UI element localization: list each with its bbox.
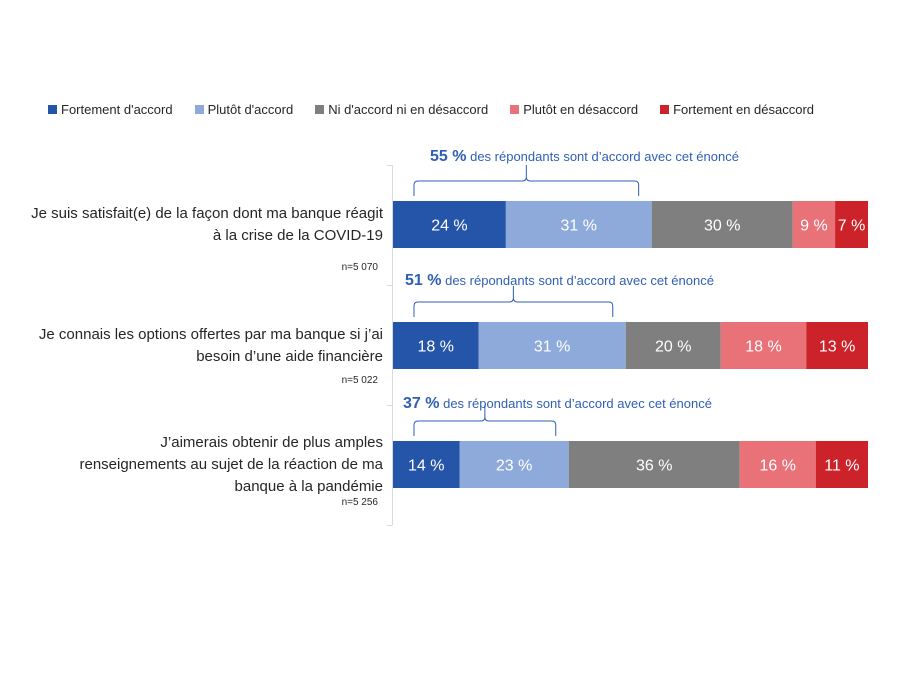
row-label: Je suis satisfait(e) de la façon dont ma… [31, 205, 383, 244]
data-label: 36 % [636, 458, 672, 475]
agree-annotation: 55 % des répondants sont d’accord avec c… [430, 148, 739, 166]
data-label: 16 % [760, 458, 796, 475]
legend-item: Plutôt d'accord [194, 102, 294, 117]
agree-text: des répondants sont d’accord avec cet én… [470, 149, 739, 164]
legend-item: Fortement d'accord [48, 102, 173, 117]
legend-swatch [660, 105, 670, 114]
legend-swatch [194, 105, 204, 114]
legend-label: Plutôt en désaccord [523, 102, 639, 117]
agree-annotation: 51 % des répondants sont d’accord avec c… [405, 272, 714, 290]
agree-percent: 55 % [430, 148, 467, 165]
sample-size: n=5 256 [341, 497, 378, 508]
legend-item: Fortement en désaccord [660, 102, 814, 117]
legend-swatch [510, 105, 520, 114]
row-label: Je connais les options offertes par ma b… [38, 326, 383, 365]
data-label: 31 % [534, 339, 570, 356]
bar-segment [651, 201, 793, 248]
bar-segment [720, 322, 807, 369]
bar-segment [478, 322, 626, 369]
data-label: 7 % [838, 218, 866, 235]
agree-brace [413, 165, 640, 196]
legend-swatch [48, 105, 57, 114]
agree-percent: 51 % [405, 272, 442, 289]
data-label: 18 % [745, 339, 781, 356]
legend-label: Fortement en désaccord [673, 102, 815, 117]
data-label: 23 % [496, 458, 532, 475]
legend-label: Fortement d'accord [61, 102, 173, 117]
data-label: 31 % [561, 218, 597, 235]
bar-segment [568, 441, 740, 488]
agree-annotation: 37 % des répondants sont d’accord avec c… [403, 395, 712, 413]
bar-segment [459, 441, 569, 488]
sample-size: n=5 022 [341, 375, 378, 386]
bar-segment [792, 201, 836, 248]
agree-text: des répondants sont d’accord avec cet én… [443, 396, 712, 411]
bar-segment [393, 201, 506, 248]
bar-segment [739, 441, 816, 488]
legend: Fortement d'accord Plutôt d'accord Ni d'… [48, 102, 836, 117]
data-label: 13 % [819, 339, 855, 356]
data-label: 18 % [418, 339, 454, 356]
data-label: 14 % [408, 458, 444, 475]
bar-segment [806, 322, 868, 369]
agree-brace [413, 405, 557, 436]
data-label: 24 % [431, 218, 467, 235]
bar-segment [393, 441, 460, 488]
legend-item: Plutôt en désaccord [510, 102, 638, 117]
data-label: 30 % [704, 218, 740, 235]
legend-item: Ni d'accord ni en désaccord [315, 102, 488, 117]
sample-size: n=5 070 [341, 262, 378, 273]
bar-segment [835, 201, 868, 248]
bar-segment [815, 441, 868, 488]
bar-segment [625, 322, 721, 369]
legend-swatch [315, 105, 325, 114]
agree-text: des répondants sont d’accord avec cet én… [445, 273, 714, 288]
agree-brace [413, 286, 614, 317]
legend-label: Ni d'accord ni en désaccord [328, 102, 489, 117]
bar-segment [393, 322, 479, 369]
agree-percent: 37 % [403, 395, 440, 412]
row-label: J’aimerais obtenir de plus amples rensei… [79, 434, 383, 495]
data-label: 11 % [824, 458, 859, 475]
data-label: 9 % [800, 218, 828, 235]
data-label: 20 % [655, 339, 691, 356]
legend-label: Plutôt d'accord [207, 102, 294, 117]
bar-segment [505, 201, 652, 248]
